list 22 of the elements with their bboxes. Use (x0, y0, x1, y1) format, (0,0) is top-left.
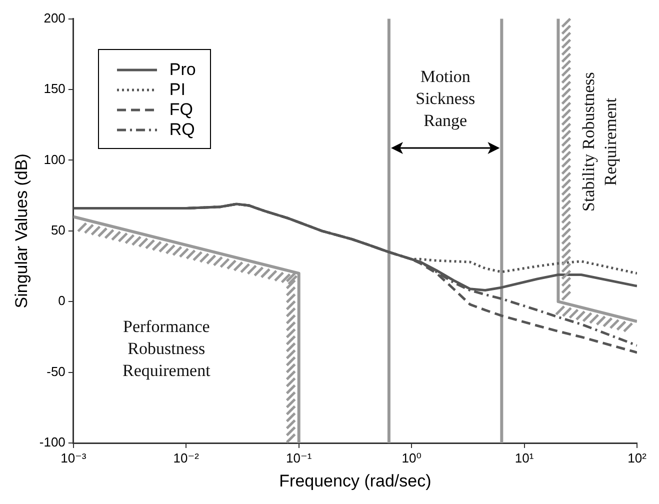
x-tick-label: 10¹ (514, 450, 534, 466)
legend-label: PI (169, 80, 186, 100)
legend-label: Pro (169, 60, 196, 80)
y-tick-label: 0 (58, 293, 66, 308)
y-tick-label: 200 (44, 10, 66, 26)
y-axis-title: Singular Values (dB) (12, 154, 31, 308)
y-tick-label: -50 (46, 364, 66, 379)
x-tick-label: 10⁻³ (60, 450, 87, 466)
x-tick-label: 10⁰ (402, 450, 422, 466)
legend-label: RQ (169, 120, 195, 140)
x-tick-label: 10⁻¹ (286, 450, 312, 466)
annotation: Motion Sickness Range (416, 66, 476, 130)
y-tick-label: 100 (44, 152, 66, 167)
x-tick-label: 10² (628, 450, 648, 466)
annotation: Performance Robustness Requirement (122, 317, 211, 380)
y-tick-label: -100 (39, 434, 66, 450)
x-axis-title: Frequency (rad/sec) (279, 471, 432, 490)
x-tick-label: 10⁻² (173, 450, 200, 466)
y-tick-label: 50 (50, 222, 66, 238)
legend-label: FQ (169, 100, 194, 120)
annotation: Stability Robustness Requirement (578, 72, 620, 212)
y-tick-label: 150 (44, 81, 66, 96)
